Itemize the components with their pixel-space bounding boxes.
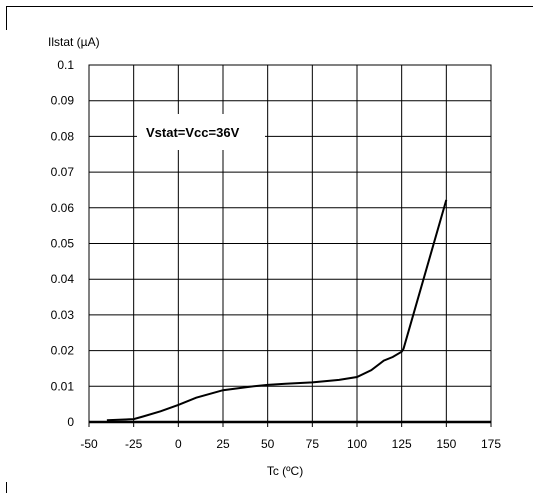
frame-left-border-bottom [6,482,7,493]
x-tick-label: 125 [392,437,412,451]
y-axis-label: Ilstat (µA) [48,35,100,49]
x-tick-labels: -50 -25 0 25 50 75 100 125 150 175 [80,437,501,451]
y-tick-label: 0.09 [51,94,75,108]
x-tick-label: -50 [80,437,98,451]
y-tick-label: 0.06 [51,201,75,215]
y-tick-label: 0 [67,415,74,429]
frame-top-border [6,6,533,7]
y-tick-label: 0.05 [51,237,75,251]
series-line [106,199,448,422]
y-tick-label: 0.1 [57,58,74,72]
x-axis-label: Tc (ºC) [267,464,303,478]
y-tick-label: 0.03 [51,308,75,322]
y-tick-labels: 0 0.01 0.02 0.03 0.04 0.05 0.06 0.07 0.08 0.09 0.1 [51,58,75,429]
y-tick-label: 0.04 [51,272,75,286]
x-tick-label: 0 [175,437,182,451]
frame-left-border [6,6,7,30]
y-tick-label: 0.02 [51,344,75,358]
x-tick-label: 100 [347,437,367,451]
y-tick-label: 0.08 [51,129,75,143]
x-tick-label: 175 [481,437,501,451]
annotation-box [137,114,265,150]
x-tick-label: 75 [306,437,320,451]
y-tick-label: 0.01 [51,379,75,393]
y-tick-label: 0.07 [51,165,75,179]
x-tick-label: 50 [261,437,275,451]
x-tick-label: 25 [216,437,230,451]
x-tick-label: -25 [125,437,143,451]
x-tick-label: 150 [436,437,456,451]
annotation-label: Vstat=Vcc=36V [146,125,240,140]
